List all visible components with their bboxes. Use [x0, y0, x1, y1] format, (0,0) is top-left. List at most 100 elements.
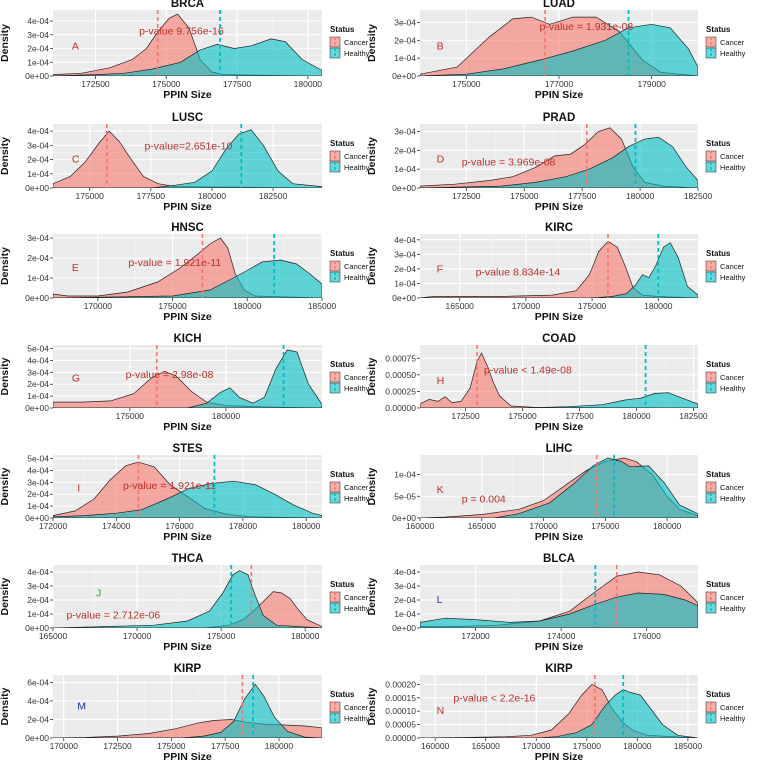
- legend: Status Cancer Healthy: [329, 139, 370, 173]
- panel-6: 165000 170000 175000 180000 0e+00 1e-04 2e-04 3…: [366, 222, 746, 323]
- x-tick-label: 170000: [84, 301, 113, 311]
- y-tick-label: 1e-04: [27, 391, 49, 401]
- x-tick-label: 175000: [591, 521, 620, 531]
- y-tick-label: 0e+00: [392, 183, 416, 193]
- y-tick-label: 2e-04: [27, 714, 49, 724]
- x-tick-label: 180000: [653, 521, 682, 531]
- panel-letter: M: [77, 701, 86, 713]
- x-tick-label: 175000: [207, 631, 236, 641]
- axes: 160000 165000 170000 175000 180000 0e+00 5e-05…: [392, 470, 681, 531]
- axes: 175000 180000 0e+00 1e-04 2e-04 3e-04 4e-045e-…: [25, 344, 240, 421]
- legend-label-cancer: Cancer: [720, 38, 745, 47]
- x-tick-label: 175000: [75, 191, 104, 201]
- legend-title: Status: [706, 139, 731, 148]
- y-tick-label: 4e-04: [27, 355, 49, 365]
- legend-label-cancer: Cancer: [344, 593, 369, 602]
- x-tick-label: 172500: [452, 191, 481, 201]
- x-tick-label: 180000: [644, 301, 673, 311]
- legend: Status Cancer Healthy: [705, 690, 746, 724]
- panel-1: 172500 175000 177500 180000 0e+00 1e-04 2e-04 3…: [0, 0, 370, 101]
- y-tick-label: 4e-04: [394, 567, 416, 577]
- x-tick-label: 176000: [632, 631, 661, 641]
- panel-title: HNSC: [171, 222, 204, 234]
- legend-label-cancer: Cancer: [720, 262, 745, 271]
- x-tick-label: 170000: [522, 741, 551, 751]
- legend: Status Cancer Healthy: [329, 25, 370, 59]
- y-tick-label: 0.00025: [385, 386, 416, 396]
- y-tick-label: 0e+00: [25, 403, 49, 413]
- legend-title: Status: [706, 580, 731, 589]
- panel-title: KIRP: [174, 663, 202, 675]
- legend-title: Status: [330, 25, 355, 34]
- panel-letter: H: [437, 375, 445, 387]
- legend-title: Status: [706, 470, 731, 479]
- x-axis-title: PPIN Size: [535, 311, 584, 323]
- x-tick-label: 174000: [102, 521, 131, 531]
- y-tick-label: 0e+00: [25, 183, 49, 193]
- x-axis-title: PPIN Size: [535, 421, 584, 433]
- y-axis-title: Density: [0, 687, 11, 725]
- axes: 172500 175000 177500 180000 0e+00 1e-04 2e-04 3…: [25, 16, 322, 89]
- x-axis-title: PPIN Size: [163, 311, 212, 323]
- x-tick-label: 177500: [211, 741, 240, 751]
- y-axis-title: Density: [366, 247, 378, 285]
- x-axis-title: PPIN Size: [535, 531, 584, 543]
- panel-title: KIRP: [545, 663, 573, 675]
- densities: [53, 565, 322, 628]
- y-tick-label: 1e-04: [394, 609, 416, 619]
- y-tick-label: 0.00010: [385, 706, 416, 716]
- panel-title: LUAD: [543, 0, 575, 10]
- x-tick-label: 180000: [622, 411, 651, 421]
- y-axis-title: Density: [0, 247, 11, 285]
- legend-title: Status: [330, 360, 355, 369]
- legend-label-cancer: Cancer: [720, 703, 745, 712]
- x-tick-label: 178000: [229, 521, 258, 531]
- y-tick-label: 2e-04: [394, 145, 416, 155]
- x-axis-title: PPIN Size: [535, 751, 584, 760]
- panel-title: BLCA: [543, 553, 575, 565]
- x-tick-label: 172500: [451, 411, 480, 421]
- x-tick-label: 179000: [637, 79, 666, 89]
- x-tick-label: 180000: [291, 631, 320, 641]
- x-tick-label: 174000: [547, 631, 576, 641]
- healthy-density: [53, 570, 322, 628]
- healthy-density: [53, 480, 322, 518]
- healthy-density: [420, 392, 698, 408]
- y-tick-label: 4e-04: [27, 567, 49, 577]
- y-axis-title: Density: [0, 137, 11, 175]
- y-tick-label: 2e-04: [394, 35, 416, 45]
- y-tick-label: 2e-04: [394, 264, 416, 274]
- x-tick-label: 185000: [308, 301, 337, 311]
- y-axis-title: Density: [366, 137, 378, 175]
- axes: 175000 177000 179000 0e+00 1e-04 2e-04 3e-04: [392, 17, 666, 89]
- legend-label-cancer: Cancer: [344, 262, 369, 271]
- x-tick-label: 180000: [626, 191, 655, 201]
- y-axis-title: Density: [0, 24, 11, 62]
- y-tick-label: 5e-05: [394, 491, 416, 501]
- legend-label-healthy: Healthy: [720, 273, 746, 282]
- x-tick-label: 175000: [578, 301, 607, 311]
- y-tick-label: 2e-04: [394, 595, 416, 605]
- p-value-label: p-value = 3.969e-08: [462, 157, 556, 169]
- y-tick-label: 0e+00: [392, 623, 416, 633]
- x-tick-label: 165000: [39, 631, 68, 641]
- healthy-density: [420, 592, 698, 628]
- x-tick-label: 182500: [259, 191, 288, 201]
- y-tick-label: 3e-04: [394, 249, 416, 259]
- panel-letter: G: [72, 373, 80, 385]
- legend-label-cancer: Cancer: [344, 38, 369, 47]
- y-tick-label: 0.00020: [385, 679, 416, 689]
- x-tick-label: 165000: [472, 741, 501, 751]
- p-value-label: p-value 9.756e-16: [139, 25, 224, 37]
- axes: 172500 175000 177500 180000 182500 0.00000 0.0…: [385, 353, 708, 421]
- y-tick-label: 4e-04: [27, 126, 49, 136]
- healthy-density: [420, 242, 698, 298]
- x-tick-label: 182500: [679, 411, 708, 421]
- panel-8: 172500 175000 177500 180000 182500 0.00000 0.0…: [366, 333, 746, 433]
- x-tick-label: 172500: [103, 741, 132, 751]
- axes: 172000 174000 176000 178000 180000 0e+00 1e-04…: [25, 454, 321, 531]
- panel-title: LIHC: [546, 443, 573, 455]
- x-axis-title: PPIN Size: [535, 641, 584, 653]
- densities: [420, 455, 698, 518]
- legend-label-healthy: Healthy: [720, 49, 746, 58]
